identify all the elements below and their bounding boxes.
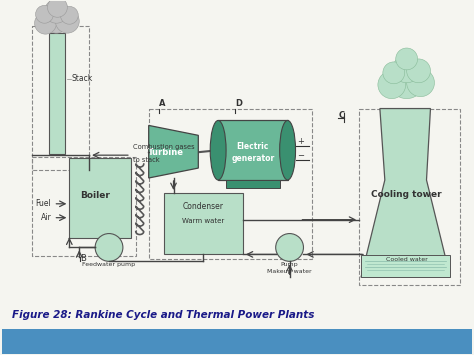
Bar <box>226 180 280 188</box>
Circle shape <box>407 69 435 97</box>
Circle shape <box>35 12 56 34</box>
Circle shape <box>55 9 79 33</box>
Circle shape <box>60 6 78 24</box>
Circle shape <box>36 5 54 23</box>
Text: Combustion gases: Combustion gases <box>133 144 194 150</box>
Text: B: B <box>80 254 86 263</box>
Text: Fuel: Fuel <box>36 199 52 208</box>
Bar <box>32 157 136 256</box>
Circle shape <box>383 62 405 84</box>
Bar <box>359 109 460 285</box>
Text: Cooled water: Cooled water <box>386 257 428 262</box>
Bar <box>2 329 472 354</box>
Circle shape <box>396 48 418 70</box>
Circle shape <box>378 71 406 99</box>
Bar <box>149 109 312 260</box>
Circle shape <box>45 0 68 23</box>
Bar <box>361 255 450 277</box>
Text: Makeup water: Makeup water <box>267 269 312 274</box>
Text: Boiler: Boiler <box>80 191 110 200</box>
Text: Feedwater pump: Feedwater pump <box>82 262 136 267</box>
Text: D: D <box>235 99 242 108</box>
Circle shape <box>393 55 420 83</box>
Ellipse shape <box>280 120 295 180</box>
Polygon shape <box>361 109 450 277</box>
Bar <box>49 33 65 154</box>
Text: Warm water: Warm water <box>182 218 224 224</box>
Circle shape <box>43 5 70 33</box>
Text: to stack: to stack <box>133 157 159 163</box>
Text: −: − <box>298 151 304 160</box>
Polygon shape <box>149 125 198 178</box>
Circle shape <box>276 234 303 261</box>
Circle shape <box>389 63 425 99</box>
Text: A: A <box>159 99 165 108</box>
Text: +: + <box>298 137 304 146</box>
Bar <box>164 193 243 255</box>
Bar <box>218 120 288 180</box>
Text: generator: generator <box>231 154 274 163</box>
Circle shape <box>407 59 430 83</box>
Text: Turbine: Turbine <box>147 148 183 157</box>
Ellipse shape <box>210 120 226 180</box>
Text: Figure 28: Rankine Cycle and Thermal Power Plants: Figure 28: Rankine Cycle and Thermal Pow… <box>12 310 314 320</box>
Text: Condenser: Condenser <box>183 202 224 211</box>
Bar <box>69 158 131 237</box>
Text: Air: Air <box>41 213 52 222</box>
Text: Stack: Stack <box>71 74 92 83</box>
Text: C: C <box>338 111 344 120</box>
Text: Pump: Pump <box>281 262 299 267</box>
Circle shape <box>47 0 67 17</box>
Circle shape <box>95 234 123 261</box>
Bar <box>32 26 89 170</box>
Text: Cooling tower: Cooling tower <box>371 190 442 200</box>
Text: Electric: Electric <box>237 142 269 151</box>
